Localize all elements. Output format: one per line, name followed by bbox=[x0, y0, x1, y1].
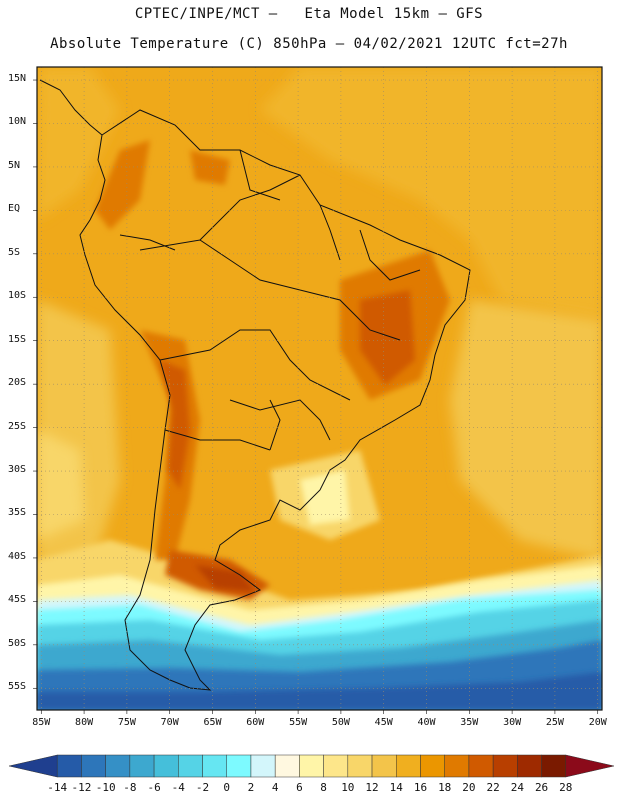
colorbar-label: 22 bbox=[486, 781, 500, 794]
map-title: CPTEC/INPE/MCT – Eta Model 15km – GFS bbox=[134, 6, 484, 22]
colorbar-swatch bbox=[202, 754, 227, 778]
colorbar-label: -14 bbox=[47, 781, 68, 794]
colorbar-swatch bbox=[56, 754, 82, 778]
lon-label: 35W bbox=[460, 717, 479, 728]
lat-label: 10S bbox=[8, 290, 27, 302]
colorbar-label: 16 bbox=[413, 781, 428, 794]
lat-label: 55S bbox=[8, 681, 27, 693]
lat-label: 5N bbox=[8, 159, 21, 171]
colorbar-swatch bbox=[468, 754, 494, 778]
colorbar-swatch bbox=[250, 754, 276, 778]
lon-label: 25W bbox=[545, 717, 564, 728]
temperature-field bbox=[37, 67, 602, 710]
lon-label: 20W bbox=[588, 717, 607, 728]
colorbar-swatch bbox=[129, 754, 155, 778]
map-subtitle: Absolute Temperature (C) 850hPa – 04/02/… bbox=[50, 36, 568, 52]
lat-label: 50S bbox=[8, 637, 27, 649]
lat-label: 15S bbox=[8, 333, 27, 345]
colorbar-swatch bbox=[274, 754, 300, 778]
map-frame bbox=[36, 66, 603, 711]
lon-label: 30W bbox=[503, 717, 522, 728]
colorbar-swatch bbox=[347, 754, 373, 778]
colorbar-swatch bbox=[178, 754, 203, 778]
colorbar-swatch bbox=[420, 754, 445, 778]
colorbar-label: 28 bbox=[559, 781, 573, 794]
lat-label: 30S bbox=[8, 464, 27, 476]
lat-label: 25S bbox=[8, 420, 27, 432]
lon-label: 75W bbox=[117, 717, 136, 728]
lon-label: 50W bbox=[331, 717, 350, 728]
lat-label: 10N bbox=[8, 116, 27, 128]
colorbar-swatch bbox=[444, 754, 470, 778]
graticule bbox=[33, 67, 602, 714]
colorbar-label: -2 bbox=[195, 781, 210, 794]
lat-label: 5S bbox=[8, 246, 21, 258]
lat-label: 45S bbox=[8, 594, 27, 606]
colorbar-label: 8 bbox=[320, 781, 327, 794]
lat-label: 40S bbox=[8, 550, 27, 562]
colorbar-label: -8 bbox=[123, 781, 137, 794]
colorbar-swatch bbox=[105, 754, 131, 778]
lon-label: 40W bbox=[417, 717, 436, 728]
colorbar-swatch bbox=[8, 754, 58, 778]
colorbar-swatch bbox=[492, 754, 518, 778]
colorbar-swatch bbox=[81, 754, 106, 778]
lon-label: 85W bbox=[32, 717, 51, 728]
colorbar-label: 26 bbox=[534, 781, 549, 794]
colorbar-swatch bbox=[226, 754, 252, 778]
colorbar-swatch bbox=[299, 754, 324, 778]
lon-label: 65W bbox=[203, 717, 222, 728]
lon-label: 70W bbox=[160, 717, 179, 728]
lat-label: 35S bbox=[8, 507, 27, 519]
colorbar-swatch bbox=[153, 754, 179, 778]
colorbar-label: 18 bbox=[438, 781, 452, 794]
lon-label: 55W bbox=[289, 717, 308, 728]
colorbar-swatch bbox=[323, 754, 349, 778]
lon-label: 45W bbox=[374, 717, 393, 728]
colorbar-swatch bbox=[565, 754, 615, 778]
colorbar-label: -4 bbox=[171, 781, 185, 794]
colorbar-label: 4 bbox=[271, 781, 279, 794]
colorbar-swatch bbox=[517, 754, 542, 778]
colorbar bbox=[8, 754, 615, 778]
lat-label: EQ bbox=[8, 203, 21, 215]
colorbar-label: 24 bbox=[510, 781, 524, 794]
colorbar-label: 2 bbox=[247, 781, 255, 794]
colorbar-label: -12 bbox=[71, 781, 92, 794]
colorbar-swatch bbox=[371, 754, 397, 778]
coastlines bbox=[39, 79, 471, 691]
colorbar-label: 10 bbox=[341, 781, 355, 794]
lon-label: 60W bbox=[246, 717, 265, 728]
colorbar-swatch bbox=[541, 754, 567, 778]
colorbar-label: 20 bbox=[462, 781, 476, 794]
colorbar-label: 14 bbox=[389, 781, 403, 794]
colorbar-label: 0 bbox=[223, 781, 231, 794]
colorbar-label: -10 bbox=[95, 781, 116, 794]
colorbar-label: 6 bbox=[296, 781, 303, 794]
lat-label: 15N bbox=[8, 73, 27, 85]
colorbar-label: -6 bbox=[147, 781, 161, 794]
lat-label: 20S bbox=[8, 377, 27, 389]
colorbar-swatch bbox=[396, 754, 421, 778]
lon-label: 80W bbox=[75, 717, 94, 728]
colorbar-label: 12 bbox=[365, 781, 379, 794]
